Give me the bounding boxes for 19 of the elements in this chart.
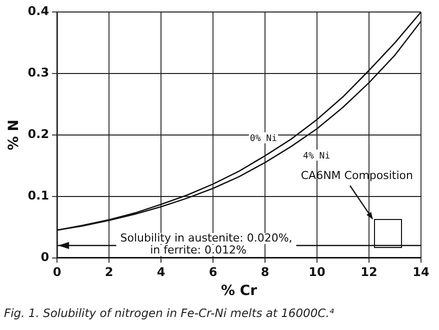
- y-tick-label: 0.1: [28, 188, 50, 202]
- y-axis-title: % N: [6, 120, 22, 150]
- x-tick-label: 14: [412, 265, 430, 280]
- y-tick-label: 0.3: [28, 66, 50, 80]
- x-axis-title: % Cr: [220, 283, 258, 300]
- series-label: 0% Ni: [250, 134, 278, 144]
- x-tick-label: 4: [156, 265, 166, 280]
- series-label: 4% Ni: [303, 151, 330, 162]
- ref-line-label: Solubility in austenite: 0.020%, in ferrite: 0.012%: [120, 231, 292, 256]
- x-tick-label: 8: [260, 265, 270, 280]
- x-tick-label: 12: [360, 265, 378, 280]
- y-tick-label: 0.4: [28, 4, 50, 18]
- caption: Fig. 1. Solubility of nitrogen in Fe-Cr-Ni melts at 16000C.⁴: [4, 306, 334, 320]
- x-tick-label: 10: [308, 265, 326, 280]
- x-tick-label: 6: [208, 265, 218, 280]
- y-tick-label: 0: [40, 250, 50, 264]
- x-tick-label: 2: [104, 265, 114, 280]
- y-tick-label: 0.2: [28, 127, 50, 142]
- x-tick-label: 0: [52, 265, 62, 280]
